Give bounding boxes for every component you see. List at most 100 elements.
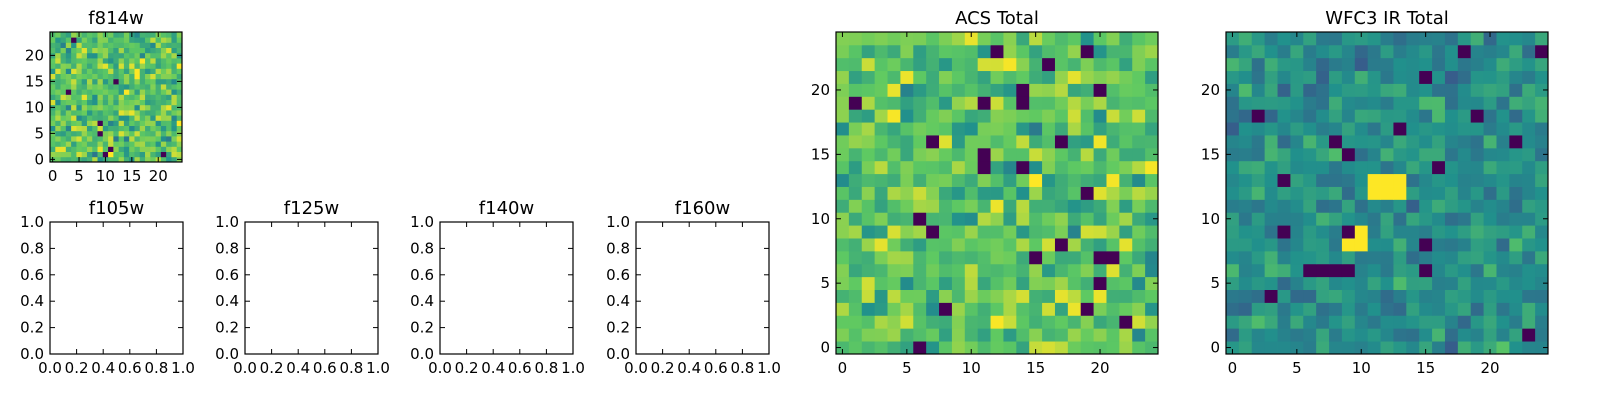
y-tick-label: 0.2: [215, 319, 239, 337]
y-tick-label: 0.6: [410, 266, 434, 284]
heatmap-cell: [1029, 212, 1043, 226]
heatmap-cell: [1522, 315, 1536, 329]
x-tick-label: 0.4: [481, 359, 505, 377]
heatmap-cell: [900, 238, 914, 252]
heatmap-cell: [55, 141, 61, 147]
heatmap-cell: [1003, 225, 1017, 239]
heatmap-cell: [65, 115, 72, 121]
heatmap-cell: [129, 42, 135, 48]
heatmap-cell: [887, 109, 901, 123]
heatmap-cell: [1003, 122, 1017, 136]
heatmap-cell: [848, 160, 863, 175]
heatmap-cell: [171, 136, 178, 142]
heatmap-cell: [1003, 160, 1017, 175]
heatmap-cell: [1226, 263, 1240, 278]
heatmap-cell: [1226, 122, 1240, 136]
heatmap-cell: [1029, 289, 1043, 303]
heatmap-cell: [1341, 96, 1356, 110]
heatmap-cell: [1093, 70, 1107, 84]
heatmap-cell: [50, 63, 56, 69]
subplot-title: f160w: [675, 198, 730, 219]
heatmap-cell: [166, 68, 172, 74]
heatmap-cell: [1277, 96, 1291, 110]
heatmap-cell: [1329, 315, 1343, 329]
heatmap-cell: [1380, 109, 1394, 123]
heatmap-cell: [1106, 225, 1120, 239]
heatmap-cell: [964, 289, 979, 303]
heatmap-cell: [951, 250, 966, 265]
heatmap-cell: [1380, 57, 1394, 72]
x-tick-label: 20: [1480, 359, 1499, 377]
heatmap-cell: [926, 250, 940, 265]
heatmap-cell: [1457, 341, 1472, 355]
heatmap-cell: [1093, 225, 1107, 239]
heatmap-cell: [171, 73, 178, 80]
heatmap-cell: [1457, 315, 1472, 329]
heatmap-cell: [1457, 238, 1472, 252]
heatmap-cell: [836, 199, 850, 213]
heatmap-cell: [108, 42, 114, 48]
heatmap-cell: [861, 32, 876, 46]
heatmap-cell: [1029, 328, 1043, 342]
heatmap-cell: [951, 289, 966, 303]
heatmap-cell: [1393, 173, 1407, 187]
heatmap-cell: [118, 115, 125, 121]
heatmap-cell: [1029, 173, 1043, 187]
heatmap-cell: [71, 130, 77, 137]
heatmap-cell: [1496, 199, 1510, 213]
heatmap-cell: [134, 130, 141, 137]
heatmap-cell: [145, 110, 151, 116]
heatmap-cell: [145, 156, 151, 163]
heatmap-cell: [1535, 302, 1549, 316]
heatmap-cell: [951, 302, 966, 316]
heatmap-cell: [1106, 57, 1120, 72]
heatmap-cell: [1238, 147, 1253, 162]
heatmap-cell: [951, 263, 966, 278]
heatmap-cell: [1054, 83, 1069, 97]
heatmap-cell: [60, 78, 67, 85]
heatmap-cell: [76, 52, 83, 59]
heatmap-cell: [145, 125, 151, 132]
heatmap-cell: [1419, 315, 1433, 329]
heatmap-cell: [1029, 160, 1043, 175]
heatmap-cell: [60, 141, 67, 147]
heatmap-cell: [1054, 225, 1069, 239]
heatmap-cell: [155, 84, 162, 90]
heatmap-cell: [1329, 160, 1343, 175]
heatmap-cell: [1496, 173, 1510, 187]
heatmap-cell: [1145, 238, 1159, 252]
heatmap-cell: [1432, 135, 1446, 149]
heatmap-cell: [1067, 328, 1082, 342]
heatmap-cell: [900, 212, 914, 226]
heatmap-cell: [1367, 160, 1381, 175]
heatmap-cell: [108, 146, 114, 152]
heatmap-cell: [1016, 83, 1030, 97]
heatmap-cell: [1496, 96, 1510, 110]
heatmap-cell: [1380, 96, 1394, 110]
heatmap-cell: [1316, 44, 1330, 59]
heatmap-cell: [1509, 225, 1523, 239]
heatmap-cell: [1444, 57, 1459, 72]
heatmap-cell: [1419, 70, 1433, 84]
heatmap-cell: [1483, 212, 1497, 226]
heatmap-cell: [113, 52, 120, 59]
heatmap-cell: [108, 58, 114, 64]
heatmap-cell: [60, 125, 67, 132]
heatmap-cell: [1483, 173, 1497, 187]
heatmap-cell: [123, 146, 130, 152]
heatmap-cell: [1483, 263, 1497, 278]
heatmap-cell: [1432, 173, 1446, 187]
heatmap-cell: [1145, 57, 1159, 72]
heatmap-cell: [134, 115, 141, 121]
heatmap-cell: [1119, 96, 1133, 110]
heatmap-cell: [76, 58, 83, 64]
heatmap-cell: [129, 52, 135, 59]
heatmap-cell: [1290, 276, 1304, 290]
heatmap-cell: [1380, 289, 1394, 303]
heatmap-cell: [1003, 70, 1017, 84]
heatmap-cell: [1354, 186, 1369, 200]
heatmap-cell: [155, 130, 162, 137]
heatmap-cell: [1367, 276, 1381, 290]
heatmap-cell: [166, 63, 172, 69]
heatmap-cell: [81, 63, 88, 69]
